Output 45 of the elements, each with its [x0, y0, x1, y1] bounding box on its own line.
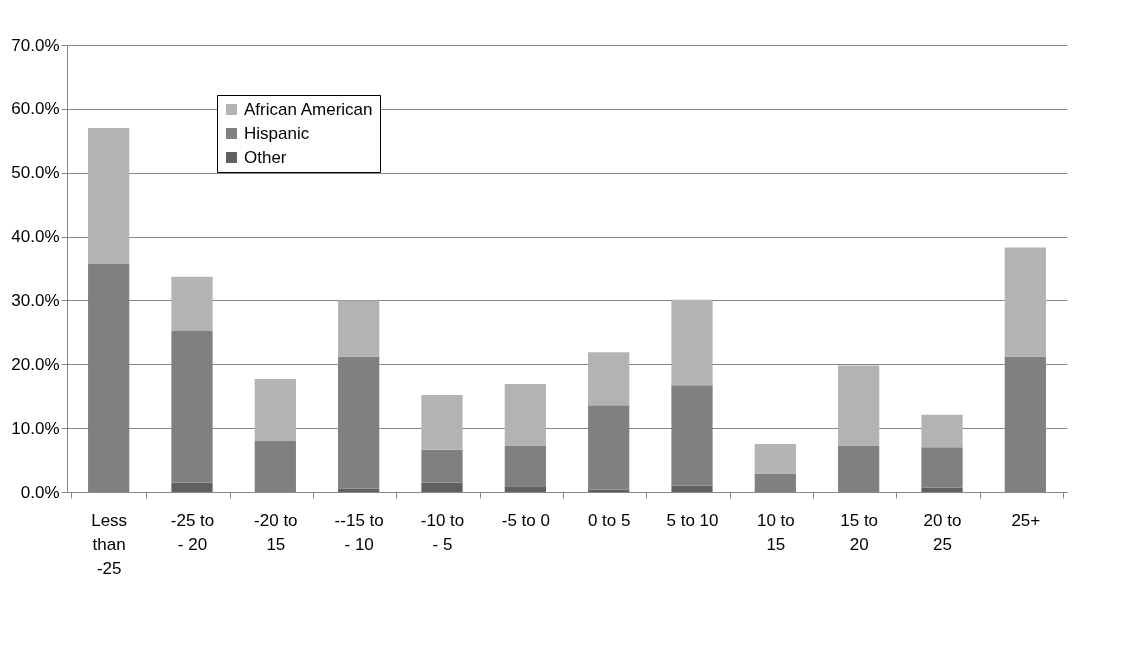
bar: [588, 489, 630, 492]
y-tick-label: 0.0%: [20, 482, 60, 502]
x-tick-label: --15 to - 10: [334, 510, 384, 554]
bar: [88, 128, 130, 265]
bar: [171, 482, 213, 492]
y-tick-label: 50.0%: [11, 163, 60, 183]
x-tick-label: -20 to 15: [254, 510, 298, 554]
x-tick-label: 5 to 10: [666, 510, 719, 530]
y-tick-label: 30.0%: [11, 290, 60, 310]
bar: [254, 378, 296, 441]
bar: [504, 445, 546, 487]
bar: [754, 444, 796, 474]
bar: [171, 276, 213, 332]
bar: [504, 384, 546, 446]
y-tick-label: 70.0%: [11, 35, 60, 55]
bar: [921, 487, 963, 492]
legend-label: African American: [244, 99, 373, 119]
x-tick-label: 0 to 5: [587, 510, 631, 530]
bar: [421, 482, 463, 492]
bar: [671, 299, 713, 386]
x-tick-label: 25+: [1011, 510, 1041, 530]
legend-label: Other: [244, 147, 287, 167]
bar: [671, 485, 713, 492]
x-tick-label: Less than -25: [91, 510, 128, 578]
y-tick-label: 60.0%: [11, 99, 60, 119]
y-tick-label: 20.0%: [11, 354, 60, 374]
x-tick-label: 20 to 25: [923, 510, 962, 554]
y-tick-label: 10.0%: [11, 418, 60, 438]
bar: [921, 447, 963, 488]
bar: [588, 352, 630, 406]
x-tick-label: 15 to 20: [840, 510, 879, 554]
x-tick-label: -10 to - 5: [420, 510, 465, 554]
x-tick-label: -25 to - 20: [170, 510, 215, 554]
bar: [421, 394, 463, 450]
legend-label: Hispanic: [244, 123, 310, 143]
x-tick-label: 10 to 15: [756, 510, 795, 554]
bar: [504, 486, 546, 492]
bar: [921, 414, 963, 448]
bar: [1004, 247, 1046, 357]
bar: [838, 365, 880, 446]
bar: [338, 488, 380, 492]
bar: [421, 449, 463, 483]
y-tick-label: 40.0%: [11, 227, 60, 247]
bar: [338, 300, 380, 357]
x-tick-label: -5 to 0: [501, 510, 550, 530]
